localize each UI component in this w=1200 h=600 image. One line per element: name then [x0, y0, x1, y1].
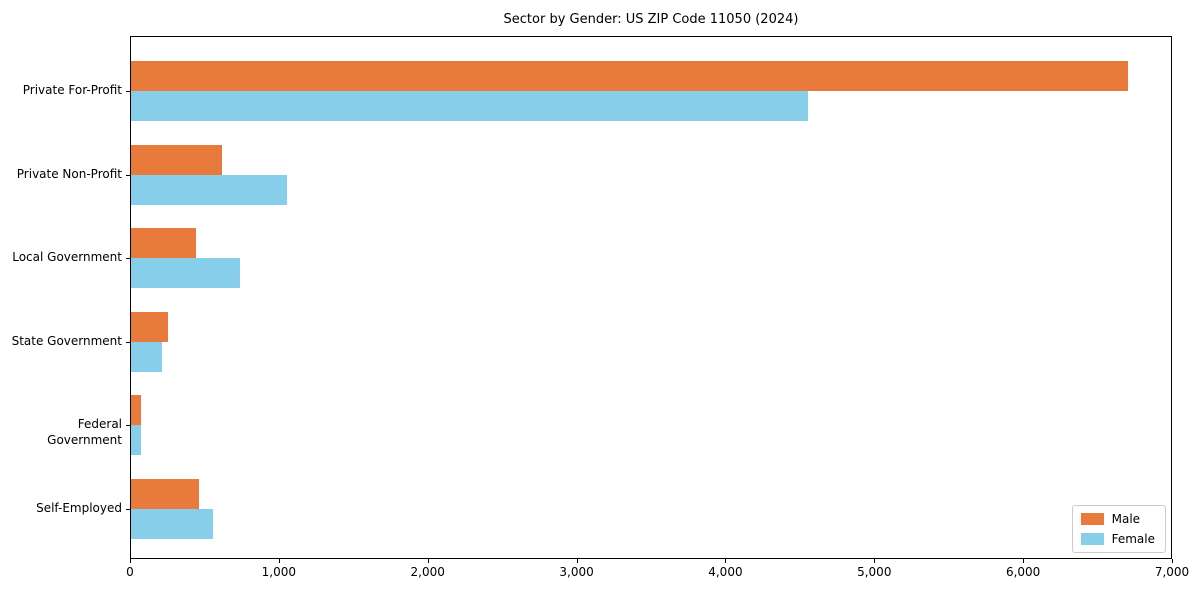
bar-male-self-employed [131, 479, 199, 509]
x-tick-label-6-000: 6,000 [1005, 565, 1041, 579]
x-tick-label-5-000: 5,000 [857, 565, 892, 579]
y-tick-mark [126, 509, 130, 510]
x-tick-label-3-000: 3,000 [559, 565, 594, 579]
bar-male-state-government [131, 311, 168, 342]
x-tick-mark [130, 559, 131, 563]
bar-female-private-for-profit [131, 91, 808, 121]
plot-area: Male Female [126, 36, 1172, 559]
x-tick-label-0: 0 [126, 565, 134, 579]
bar-female-state-government [131, 341, 162, 372]
male-color-swatch [1080, 513, 1104, 525]
y-label-state-government: State Government [11, 333, 122, 348]
x-tick-mark [427, 559, 429, 563]
x-tick-mark [1023, 559, 1025, 563]
x-tick-mark [725, 559, 727, 563]
x-tick-label-4-000: 4,000 [708, 565, 743, 579]
y-label-local-government: Local Government [12, 250, 122, 265]
y-tick-mark [126, 341, 130, 343]
x-tick-mark [874, 559, 876, 563]
y-tick-mark [126, 174, 130, 176]
bar-male-private-for-profit [131, 61, 1128, 91]
y-tick-mark [126, 425, 130, 427]
y-label-federal-government: Federal Government [47, 417, 122, 448]
bar-female-private-non-profit [131, 174, 287, 205]
x-tick-mark [576, 559, 578, 563]
legend-entry-male: Male [1080, 512, 1155, 526]
bar-female-federal-government [131, 425, 141, 456]
legend-entry-female: Female [1080, 532, 1155, 546]
x-tick-label-7-000: 7,000 [1154, 565, 1190, 579]
chart-title: Sector by Gender: US ZIP Code 11050 (202… [503, 12, 799, 27]
legend: Male Female [1071, 505, 1166, 553]
bar-male-private-non-profit [131, 144, 222, 175]
y-tick-mark [126, 258, 130, 260]
bar-female-self-employed [131, 509, 213, 539]
y-label-self-employed: Self-Employed [36, 501, 122, 515]
y-label-private-for-profit: Private For-Profit [22, 83, 122, 97]
x-tick-mark [1172, 559, 1173, 563]
x-tick-label-1-000: 1,000 [261, 565, 297, 579]
x-tick-mark [278, 559, 280, 563]
x-tick-label-2-000: 2,000 [410, 565, 445, 579]
female-color-swatch [1080, 533, 1104, 545]
legend-label-female: Female [1111, 532, 1155, 546]
y-tick-mark [126, 91, 130, 92]
y-label-private-non-profit: Private Non-Profit [16, 166, 122, 181]
bar-male-federal-government [131, 395, 141, 426]
bar-female-local-government [131, 258, 240, 289]
bar-male-local-government [131, 228, 196, 259]
legend-label-male: Male [1111, 512, 1141, 526]
